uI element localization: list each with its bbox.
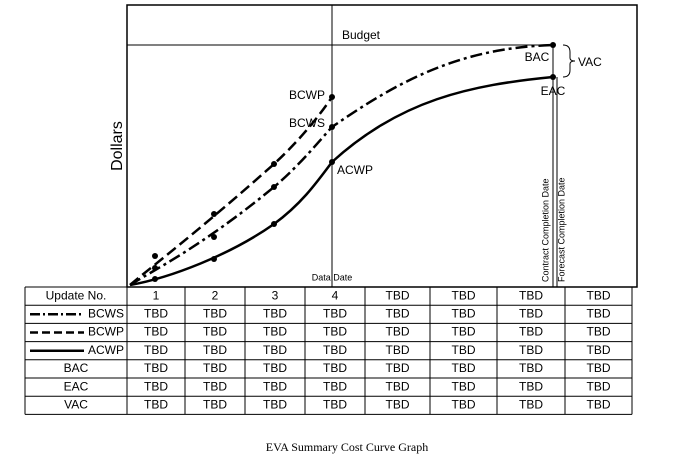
- bcws-curve: [129, 43, 554, 287]
- cell: TBD: [263, 325, 287, 339]
- cell: TBD: [587, 288, 611, 302]
- cell: TBD: [587, 361, 611, 375]
- cell: TBD: [386, 343, 410, 357]
- cell: TBD: [144, 343, 168, 357]
- cell: TBD: [386, 379, 410, 393]
- vac-brace: [562, 44, 576, 78]
- cell: TBD: [203, 325, 227, 339]
- y-axis-label: Dollars: [109, 121, 126, 171]
- cell: TBD: [519, 288, 543, 302]
- caption: EVA Summary Cost Curve Graph: [266, 440, 428, 454]
- forecast-date-label: Forecast Completion Date: [556, 177, 566, 282]
- cell: TBD: [587, 325, 611, 339]
- row-label: BAC: [64, 361, 89, 375]
- row-label: EAC: [64, 379, 89, 393]
- cell: TBD: [519, 343, 543, 357]
- cell: TBD: [144, 325, 168, 339]
- row-label: BCWP: [88, 325, 124, 339]
- cell: TBD: [452, 325, 476, 339]
- cell: TBD: [452, 361, 476, 375]
- data-date-label: Data Date: [312, 272, 353, 282]
- cell: TBD: [386, 306, 410, 320]
- cell: TBD: [452, 379, 476, 393]
- cell: TBD: [519, 379, 543, 393]
- bac-label: BAC: [525, 50, 550, 64]
- row-label: Update No.: [46, 288, 107, 302]
- cell: TBD: [263, 343, 287, 357]
- row-label: VAC: [64, 397, 88, 411]
- cell: TBD: [323, 325, 347, 339]
- cell: TBD: [144, 397, 168, 411]
- cell: TBD: [452, 288, 476, 302]
- cell: 1: [153, 288, 160, 302]
- budget-label: Budget: [342, 28, 381, 42]
- cell: TBD: [587, 306, 611, 320]
- cell: TBD: [323, 343, 347, 357]
- acwp-curve: [129, 75, 554, 287]
- bcwp-label: BCWP: [289, 88, 325, 102]
- cell: TBD: [587, 397, 611, 411]
- cell: TBD: [203, 343, 227, 357]
- bcwp-curve: [129, 96, 334, 286]
- cell: TBD: [386, 288, 410, 302]
- contract-date-label: Contract Completion Date: [540, 178, 550, 282]
- row-label: BCWS: [88, 306, 124, 320]
- cell: TBD: [587, 343, 611, 357]
- cell: TBD: [144, 306, 168, 320]
- cell: TBD: [452, 397, 476, 411]
- cell: 4: [332, 288, 339, 302]
- cell: TBD: [263, 306, 287, 320]
- cell: TBD: [386, 397, 410, 411]
- cell: TBD: [323, 379, 347, 393]
- cell: 3: [272, 288, 279, 302]
- cell: TBD: [452, 343, 476, 357]
- cell: TBD: [519, 397, 543, 411]
- cell: TBD: [144, 361, 168, 375]
- cell: TBD: [323, 397, 347, 411]
- vac-label: VAC: [578, 55, 602, 69]
- cell: 2: [212, 288, 219, 302]
- cell: TBD: [386, 361, 410, 375]
- cell: TBD: [519, 361, 543, 375]
- cell: TBD: [263, 379, 287, 393]
- acwp-label: ACWP: [337, 163, 373, 177]
- cell: TBD: [203, 361, 227, 375]
- data-table: Update No. 1 2 3 4 TBD TBD TBD TBD BCWS TBD TBD TBD T…: [24, 286, 633, 415]
- bcws-label: BCWS: [289, 116, 325, 130]
- cell: TBD: [519, 306, 543, 320]
- cell: TBD: [203, 306, 227, 320]
- cell: TBD: [263, 361, 287, 375]
- cell: TBD: [263, 397, 287, 411]
- row-label: ACWP: [88, 343, 124, 357]
- cell: TBD: [452, 306, 476, 320]
- cell: TBD: [323, 306, 347, 320]
- cell: TBD: [587, 379, 611, 393]
- cell: TBD: [323, 361, 347, 375]
- points: [152, 42, 556, 282]
- cell: TBD: [203, 397, 227, 411]
- cell: TBD: [519, 325, 543, 339]
- cell: TBD: [386, 325, 410, 339]
- cell: TBD: [144, 379, 168, 393]
- eac-label: EAC: [541, 84, 566, 98]
- cell: TBD: [203, 379, 227, 393]
